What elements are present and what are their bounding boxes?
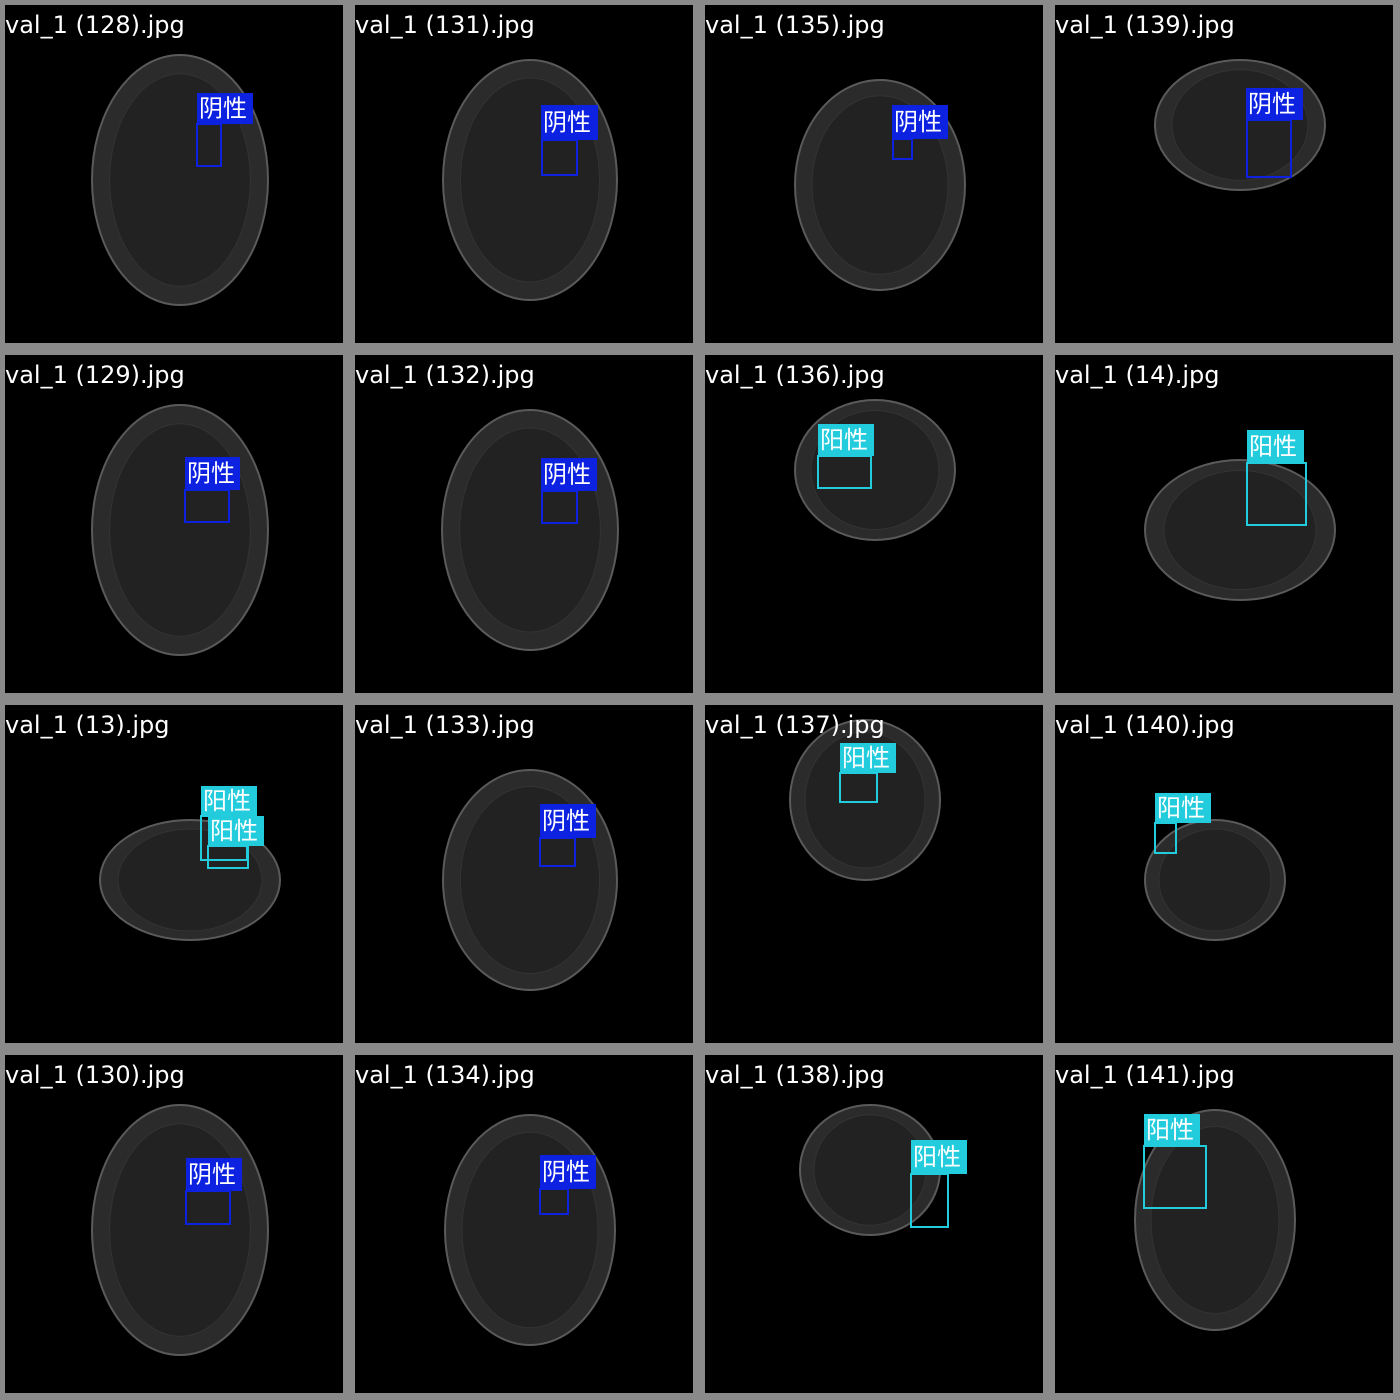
file-name: val_1 (137).jpg <box>705 711 885 739</box>
detection-label: 阴性 <box>188 1161 236 1189</box>
detection-label: 阳性 <box>820 426 868 454</box>
file-name: val_1 (140).jpg <box>1055 711 1235 739</box>
brain-inner <box>813 1114 927 1226</box>
file-name: val_1 (138).jpg <box>705 1061 885 1089</box>
label-background <box>911 1140 967 1174</box>
brain-inner <box>811 95 949 275</box>
file-name: val_1 (13).jpg <box>5 711 170 739</box>
brain-inner <box>1150 1126 1280 1314</box>
label-background <box>1247 430 1304 463</box>
label-background <box>541 458 597 491</box>
detection-label: 阴性 <box>894 108 942 136</box>
tile: val_1 (131).jpg 阴性 <box>355 5 693 343</box>
label-background <box>1246 88 1303 120</box>
detection-label: 阴性 <box>199 95 247 123</box>
brain-inner <box>109 423 251 637</box>
detection-label: 阳性 <box>913 1143 961 1171</box>
tile: val_1 (141).jpg 阳性 <box>1055 1055 1393 1393</box>
detection-label: 阴性 <box>187 460 235 488</box>
brain-inner <box>109 1123 251 1337</box>
file-name: val_1 (133).jpg <box>355 711 535 739</box>
tile: val_1 (140).jpg 阳性 <box>1055 705 1393 1043</box>
detection-label: 阴性 <box>543 461 591 489</box>
file-name: val_1 (130).jpg <box>5 1061 185 1089</box>
label-background <box>540 1155 596 1189</box>
label-background <box>892 105 948 139</box>
brain-inner <box>1158 828 1272 932</box>
detection-label: 阴性 <box>1248 90 1296 118</box>
tile: val_1 (128).jpg 阴性 <box>5 5 343 343</box>
file-name: val_1 (129).jpg <box>5 361 185 389</box>
detection-label: 阳性 <box>210 817 258 845</box>
label-background <box>541 105 598 140</box>
file-name: val_1 (134).jpg <box>355 1061 535 1089</box>
file-name: val_1 (131).jpg <box>355 11 535 39</box>
tile: val_1 (132).jpg 阴性 <box>355 355 693 693</box>
file-name: val_1 (141).jpg <box>1055 1061 1235 1089</box>
tile: val_1 (130).jpg 阴性 <box>5 1055 343 1393</box>
file-name: val_1 (135).jpg <box>705 11 885 39</box>
label-background <box>197 93 253 124</box>
file-name: val_1 (14).jpg <box>1055 361 1220 389</box>
tile: val_1 (134).jpg 阴性 <box>355 1055 693 1393</box>
label-background <box>201 786 257 816</box>
tile: val_1 (138).jpg 阳性 <box>705 1055 1043 1393</box>
detection-label: 阴性 <box>542 807 590 835</box>
label-background <box>185 457 240 490</box>
label-background <box>840 743 896 773</box>
label-background <box>540 804 596 838</box>
detection-label: 阳性 <box>1249 433 1297 461</box>
detection-label: 阳性 <box>1157 794 1205 822</box>
file-name: val_1 (139).jpg <box>1055 11 1235 39</box>
label-background <box>1155 793 1211 823</box>
detection-label: 阳性 <box>1146 1116 1194 1144</box>
file-name: val_1 (136).jpg <box>705 361 885 389</box>
tile: val_1 (14).jpg 阳性 <box>1055 355 1393 693</box>
detection-label: 阳性 <box>842 744 890 772</box>
tile: val_1 (137).jpg 阳性 <box>705 705 1043 1043</box>
label-background <box>818 424 874 456</box>
label-background <box>186 1158 242 1191</box>
detection-label: 阳性 <box>203 787 251 815</box>
detection-label: 阴性 <box>542 1158 590 1186</box>
tile: val_1 (136).jpg 阳性 <box>705 355 1043 693</box>
brain-inner <box>1171 69 1309 181</box>
tile: val_1 (129).jpg 阴性 <box>5 355 343 693</box>
detection-label: 阴性 <box>543 109 591 137</box>
brain-inner <box>109 73 251 287</box>
label-background <box>1144 1114 1200 1146</box>
tile: val_1 (133).jpg 阴性 <box>355 705 693 1043</box>
tile: val_1 (139).jpg 阴性 <box>1055 5 1393 343</box>
tile: val_1 (135).jpg 阴性 <box>705 5 1043 343</box>
brain-inner <box>117 828 263 932</box>
label-background <box>208 816 264 846</box>
file-name: val_1 (132).jpg <box>355 361 535 389</box>
brain-inner <box>1163 470 1317 590</box>
file-name: val_1 (128).jpg <box>5 11 185 39</box>
